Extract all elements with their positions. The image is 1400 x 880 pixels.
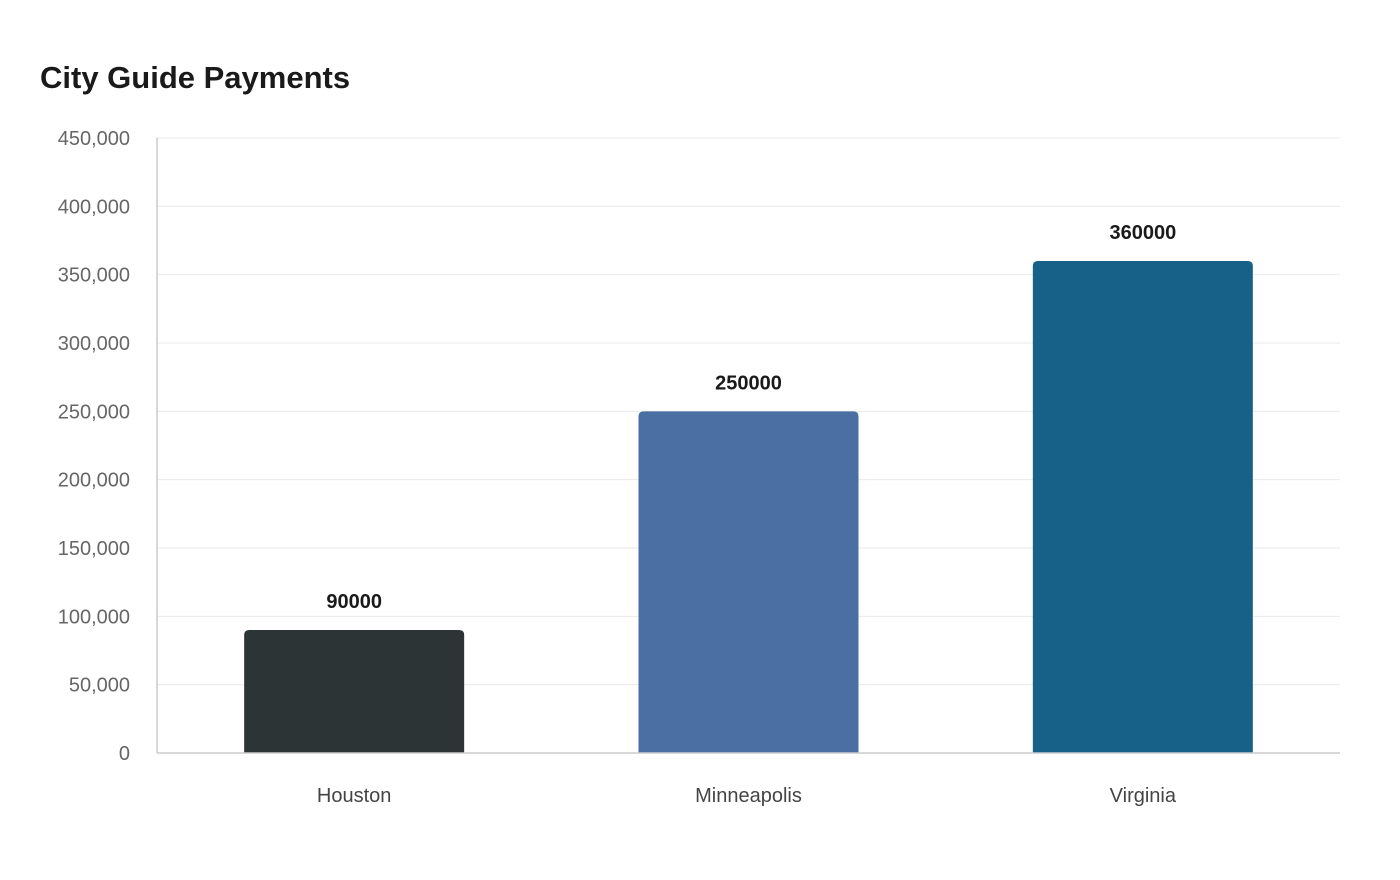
y-axis-ticks: 0 50,000 100,000 150,000 200,000 250,000 300,0… — [58, 128, 130, 765]
bar-minneapolis — [638, 411, 859, 753]
y-tick-label: 300,000 — [58, 333, 130, 355]
x-category-label: Houston — [317, 785, 392, 807]
y-tick-label: 0 — [119, 743, 130, 765]
x-axis-categories: Houston Minneapolis Virginia — [317, 785, 1177, 807]
chart-title: City Guide Payments — [40, 60, 351, 95]
y-tick-label: 200,000 — [58, 470, 130, 492]
y-tick-label: 450,000 — [58, 128, 130, 150]
data-label-virginia: 360000 — [1109, 222, 1176, 244]
data-label-houston: 90000 — [326, 591, 382, 613]
x-category-label: Minneapolis — [695, 785, 802, 807]
data-labels: 90000 250000 360000 — [326, 222, 1176, 613]
bar-virginia — [1032, 261, 1253, 753]
bars — [244, 261, 1253, 753]
x-category-label: Virginia — [1110, 785, 1177, 807]
y-tick-label: 250,000 — [58, 401, 130, 423]
y-tick-label: 400,000 — [58, 196, 130, 218]
y-tick-label: 50,000 — [69, 675, 130, 697]
y-tick-label: 100,000 — [58, 606, 130, 628]
y-tick-label: 150,000 — [58, 538, 130, 560]
data-label-minneapolis: 250000 — [715, 372, 782, 394]
bar-houston — [244, 630, 465, 753]
y-tick-label: 350,000 — [58, 265, 130, 287]
